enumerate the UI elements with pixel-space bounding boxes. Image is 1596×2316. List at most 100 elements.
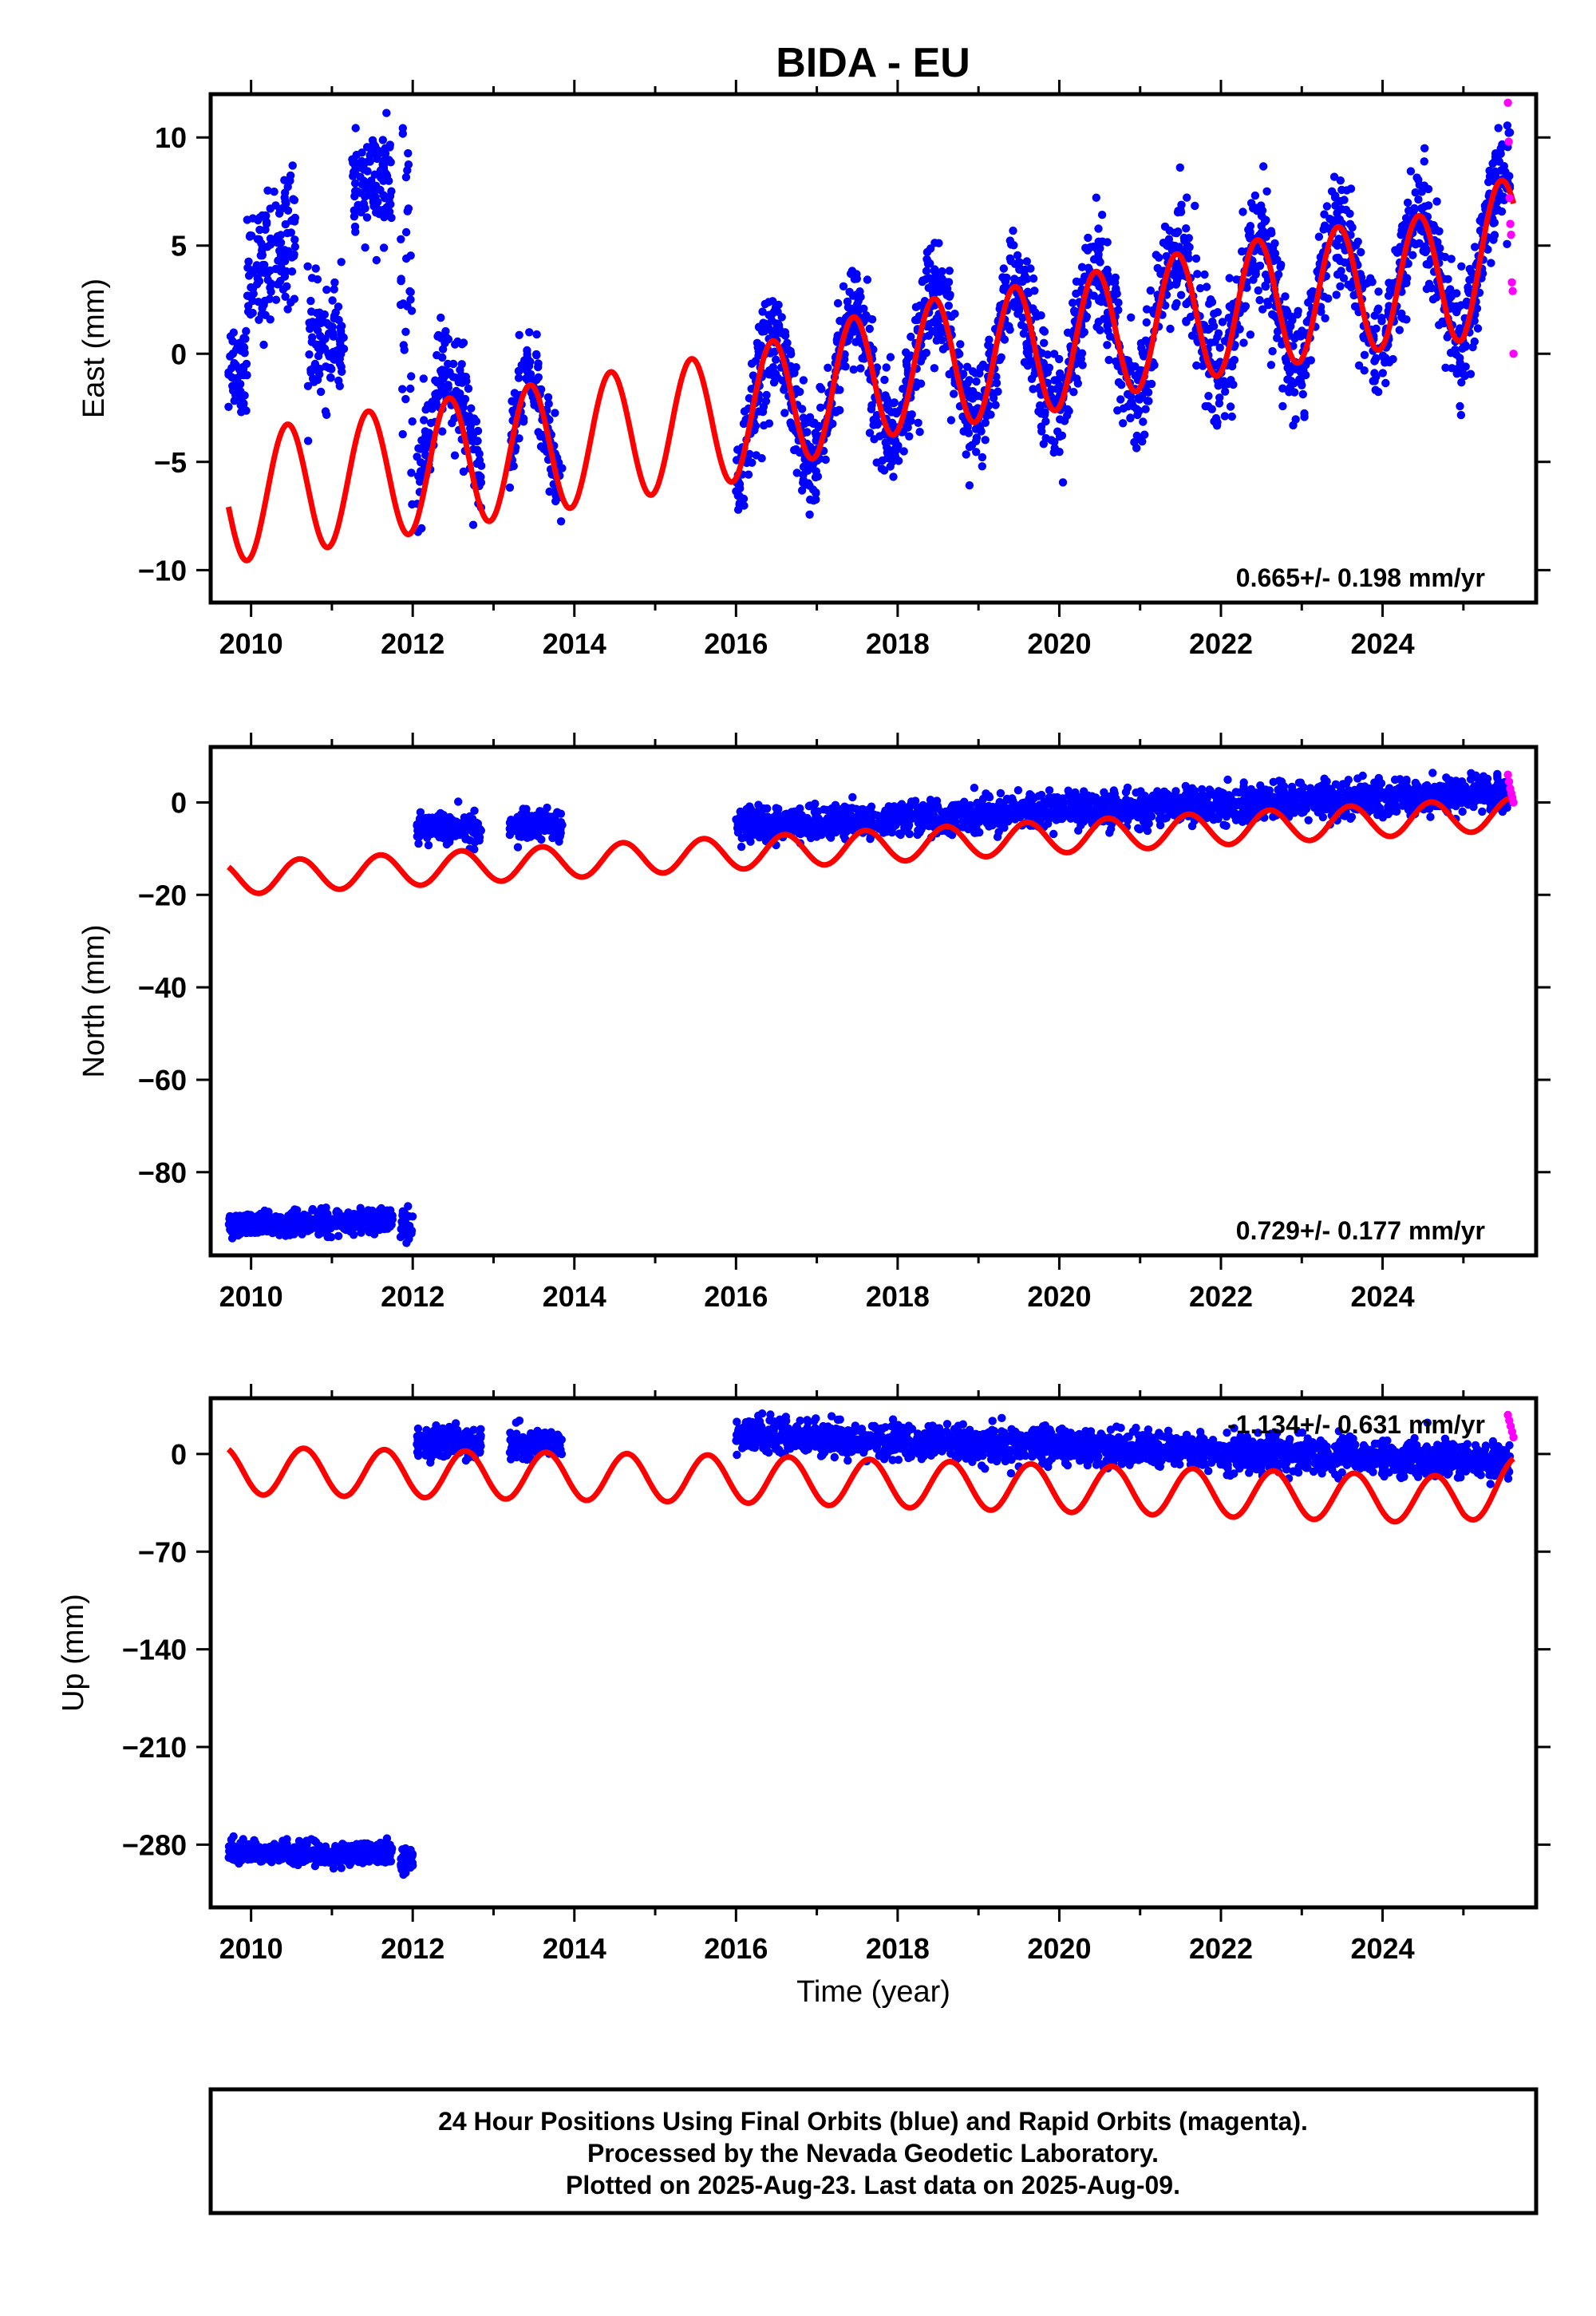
north-point <box>350 1231 358 1239</box>
east-point <box>1462 297 1472 306</box>
east-point <box>930 364 939 373</box>
east-point <box>1400 220 1409 229</box>
east-point <box>386 200 395 209</box>
east-point <box>905 432 914 441</box>
east-point <box>289 251 298 261</box>
north-point <box>556 809 566 818</box>
north-point <box>225 1219 235 1227</box>
east-point <box>378 136 387 144</box>
north-point <box>520 818 529 827</box>
east-point <box>534 373 543 381</box>
east-y-tick-label: −10 <box>138 554 187 587</box>
east-point <box>1116 395 1125 404</box>
north-point <box>356 1203 365 1212</box>
east-point <box>1057 431 1067 440</box>
east-point <box>1447 255 1456 263</box>
east-point <box>519 414 528 423</box>
east-point <box>316 387 326 397</box>
east-point <box>735 480 745 488</box>
north-point <box>996 788 1005 798</box>
east-point <box>780 385 788 394</box>
east-point <box>282 252 290 261</box>
east-point <box>1266 227 1276 235</box>
east-point <box>758 307 767 316</box>
east-point <box>1077 263 1087 271</box>
east-point <box>812 437 820 445</box>
east-point <box>534 362 543 372</box>
east-point <box>314 351 323 361</box>
east-point <box>335 381 344 390</box>
east-point <box>1450 304 1459 314</box>
east-point <box>1252 262 1262 271</box>
east-point <box>372 144 381 154</box>
east-point <box>863 275 872 284</box>
east-point <box>1416 226 1425 235</box>
east-point <box>1283 363 1292 373</box>
north-point <box>226 1225 235 1235</box>
north-point <box>350 1222 359 1231</box>
east-point <box>882 363 891 372</box>
east-point <box>464 384 473 393</box>
east-point <box>748 458 757 467</box>
north-point <box>375 1206 384 1215</box>
east-point <box>448 359 458 369</box>
east-x-tick-label: 2018 <box>866 627 930 660</box>
east-point <box>973 391 982 401</box>
east-point <box>1097 211 1107 219</box>
north-point <box>424 840 433 850</box>
east-point <box>1278 401 1287 411</box>
east-point <box>1420 242 1429 251</box>
east-point <box>777 313 786 322</box>
east-point <box>226 332 235 341</box>
east-point <box>887 436 895 445</box>
east-point <box>1286 312 1296 321</box>
east-point <box>1402 279 1411 287</box>
east-x-tick-label: 2012 <box>381 627 444 660</box>
north-point <box>1121 788 1131 796</box>
east-point <box>1486 174 1495 184</box>
east-point <box>956 340 965 349</box>
east-point <box>1491 152 1500 161</box>
east-point <box>1072 277 1081 286</box>
east-point <box>468 520 478 529</box>
east-point <box>1220 412 1230 421</box>
east-point <box>254 298 263 306</box>
east-point <box>899 447 908 456</box>
east-point <box>556 517 566 526</box>
east-point <box>1221 387 1230 396</box>
east-x-tick-label: 2024 <box>1351 627 1415 660</box>
east-point <box>821 455 830 464</box>
east-point <box>1192 361 1201 370</box>
east-point <box>1293 310 1302 319</box>
east-point <box>1320 210 1329 219</box>
east-point <box>515 366 523 375</box>
east-point <box>1403 198 1412 207</box>
east-point <box>1494 124 1503 132</box>
east-point <box>359 200 369 208</box>
east-point <box>255 213 264 222</box>
east-point <box>1250 191 1260 200</box>
east-point <box>950 310 959 318</box>
north-point <box>1269 777 1278 786</box>
east-point <box>1420 157 1429 166</box>
east-point <box>330 278 339 287</box>
east-y-tick-label: 10 <box>155 121 187 154</box>
east-point <box>1036 402 1045 411</box>
east-point <box>811 429 820 437</box>
east-point <box>1005 236 1015 245</box>
east-point <box>259 260 267 270</box>
east-point <box>261 310 270 319</box>
east-point <box>769 378 779 387</box>
north-point <box>245 1228 255 1237</box>
east-point <box>1396 231 1405 239</box>
east-point <box>244 302 253 310</box>
north-point <box>454 797 463 806</box>
north-point <box>513 843 523 852</box>
east-point <box>889 472 898 481</box>
east-point <box>1137 391 1147 401</box>
east-point <box>287 216 296 225</box>
north-point <box>543 803 551 812</box>
east-point <box>308 374 318 383</box>
north-point <box>978 794 988 804</box>
east-point <box>932 274 941 283</box>
